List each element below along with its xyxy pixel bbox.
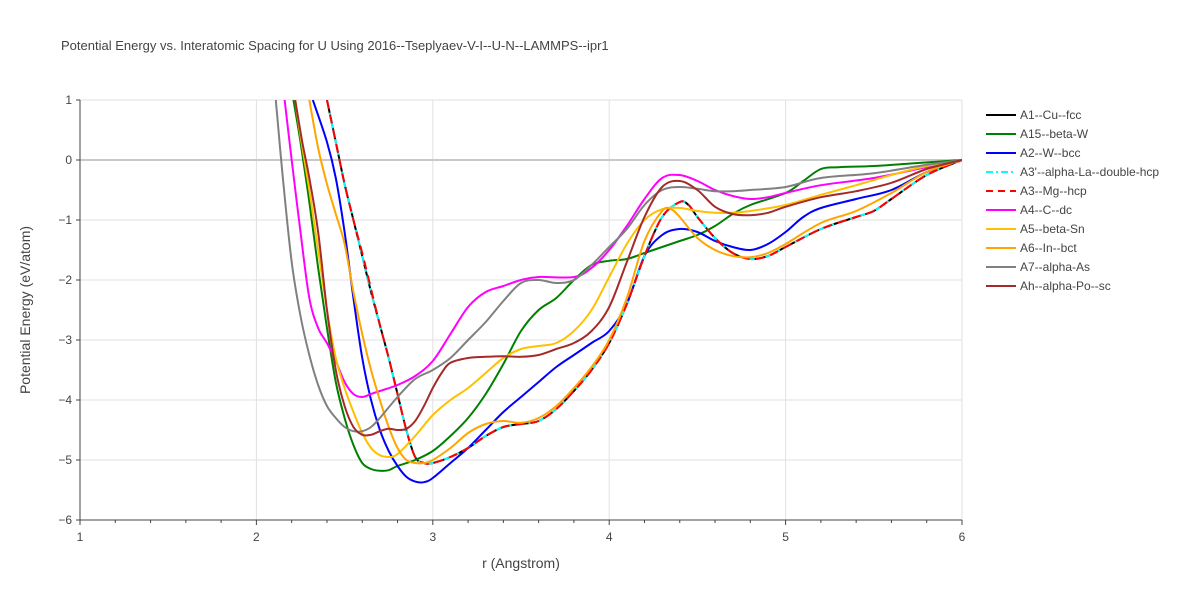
y-tick-label: −4 (58, 393, 72, 407)
legend-label: A15--beta-W (1020, 127, 1089, 141)
legend-item-ah-alpha-po-sc[interactable]: Ah--alpha-Po--sc (986, 279, 1111, 293)
legend-label: A4--C--dc (1020, 203, 1072, 217)
legend-item-a3-mg-hcp[interactable]: A3--Mg--hcp (986, 184, 1087, 198)
legend-item-a5-beta-sn[interactable]: A5--beta-Sn (986, 222, 1085, 236)
series-line-ah-alpha-po-sc[interactable] (294, 100, 962, 437)
legend-label: A3'--alpha-La--double-hcp (1020, 165, 1159, 179)
legend-item-a3-alpha-la-double-hcp[interactable]: A3'--alpha-La--double-hcp (986, 165, 1159, 179)
legend-item-a2-w-bcc[interactable]: A2--W--bcc (986, 146, 1080, 160)
series-line-a3-mg-hcp[interactable] (325, 100, 962, 465)
legend-label: A5--beta-Sn (1020, 222, 1085, 236)
x-tick-label: 5 (782, 530, 789, 544)
series-line-a5-beta-sn[interactable] (294, 100, 962, 459)
legend-item-a15-beta-w[interactable]: A15--beta-W (986, 127, 1089, 141)
legend-label: A3--Mg--hcp (1020, 184, 1087, 198)
x-tick-label: 2 (253, 530, 260, 544)
x-tick-label: 3 (429, 530, 436, 544)
x-tick-label: 6 (959, 530, 966, 544)
chart-title: Potential Energy vs. Interatomic Spacing… (61, 38, 609, 53)
y-tick-label: 0 (65, 153, 72, 167)
y-tick-label: −6 (58, 513, 72, 527)
series-line-a2-w-bcc[interactable] (311, 100, 962, 484)
plot-area[interactable] (274, 100, 962, 484)
axes: 1 2 3 4 5 6 1 0 −1 −2 −3 −4 −5 −6 (58, 93, 965, 544)
legend[interactable]: A1--Cu--fcc A15--beta-W A2--W--bcc A3'--alp… (986, 108, 1159, 293)
y-tick-label: −1 (58, 213, 72, 227)
y-tick-label: −5 (58, 453, 72, 467)
legend-item-a4-c-dc[interactable]: A4--C--dc (986, 203, 1072, 217)
series-line-a6-in-bct[interactable] (308, 100, 962, 465)
legend-item-a6-in-bct[interactable]: A6--In--bct (986, 241, 1077, 255)
legend-item-a1-cu-fcc[interactable]: A1--Cu--fcc (986, 108, 1081, 122)
x-tick-label: 4 (606, 530, 613, 544)
legend-label: A7--alpha-As (1020, 260, 1090, 274)
y-axis-title: Potential Energy (eV/atom) (17, 226, 33, 394)
y-tick-label: −2 (58, 273, 72, 287)
x-tick-label: 1 (77, 530, 84, 544)
legend-label: A1--Cu--fcc (1020, 108, 1081, 122)
legend-item-a7-alpha-as[interactable]: A7--alpha-As (986, 260, 1090, 274)
y-tick-label: 1 (65, 93, 72, 107)
series-line-a7-alpha-as[interactable] (274, 100, 962, 433)
legend-label: A2--W--bcc (1020, 146, 1080, 160)
y-tick-label: −3 (58, 333, 72, 347)
legend-label: Ah--alpha-Po--sc (1020, 279, 1111, 293)
x-axis-title: r (Angstrom) (482, 555, 560, 571)
legend-label: A6--In--bct (1020, 241, 1077, 255)
